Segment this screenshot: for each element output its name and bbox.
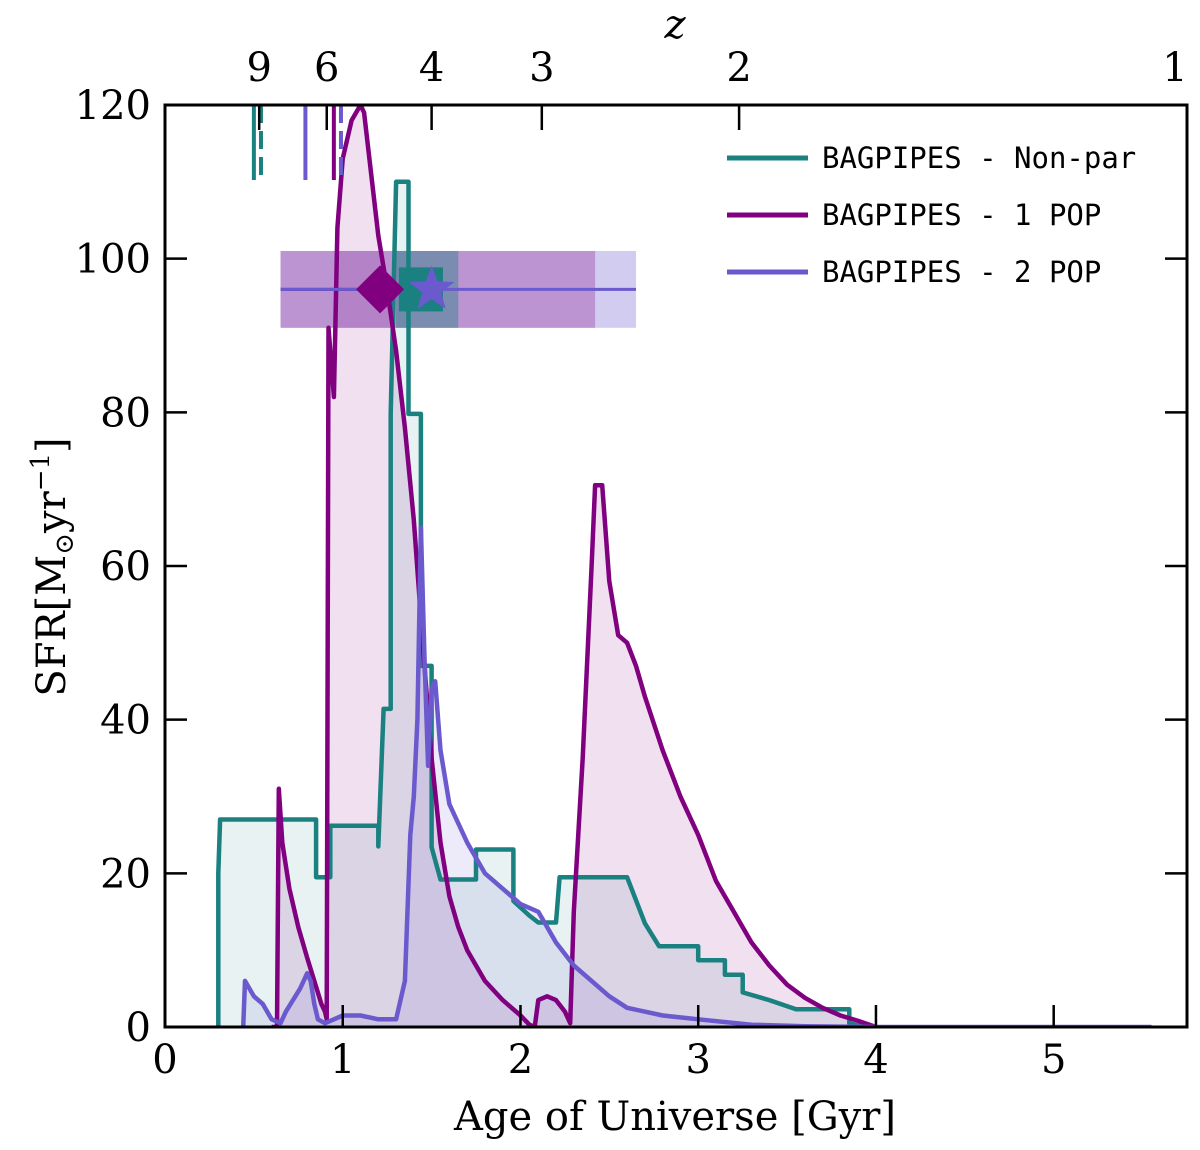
line-pop2 <box>240 525 1152 1027</box>
fill-nonpar <box>218 181 876 1027</box>
svg-text:SFR[M⊙yr−1]: SFR[M⊙yr−1] <box>26 437 80 696</box>
legend-label-nonpar: BAGPIPES - Non-par <box>822 141 1136 175</box>
y-tick-label-2: 40 <box>100 698 151 744</box>
y-axis-title-main: SFR <box>29 609 75 696</box>
x-tick-label-4: 4 <box>863 1037 888 1083</box>
y-axis-title-sun: ⊙ <box>50 533 80 555</box>
legend-label-pop1: BAGPIPES - 1 POP <box>822 198 1101 232</box>
top-tick-label-3: 3 <box>529 45 554 91</box>
marker-pop2-star <box>408 265 455 309</box>
y-axis-title: SFR[M⊙yr−1] <box>26 437 80 696</box>
y-tick-label-4: 80 <box>100 390 151 436</box>
y-tick-label-1: 20 <box>100 851 151 897</box>
x-axis-title: Age of Universe [Gyr] <box>453 1094 896 1140</box>
legend-label-pop2: BAGPIPES - 2 POP <box>822 255 1101 289</box>
series-fills <box>218 105 1152 1027</box>
x-tick-label-1: 1 <box>330 1037 355 1083</box>
y-tick-label-0: 0 <box>126 1005 151 1051</box>
axes: 0 1 2 3 4 5 0 20 40 60 80 100 120 9 6 4 3 2 1 <box>75 45 1189 1083</box>
summary-markers <box>251 105 637 314</box>
top-tick-label-2: 4 <box>419 45 444 91</box>
y-axis-title-exp: −1 <box>26 453 56 491</box>
y-tick-label-5: 100 <box>75 237 151 283</box>
marker-pop1-diamond <box>356 265 405 314</box>
series-lines <box>216 105 1152 1027</box>
y-axis-title-open: [M <box>29 555 75 612</box>
x-tick-label-0: 0 <box>152 1037 177 1083</box>
fill-pop2 <box>243 527 1152 1027</box>
fill-pop1 <box>271 105 877 1027</box>
x-tick-label-5: 5 <box>1041 1037 1066 1083</box>
x-tick-label-2: 2 <box>508 1037 533 1083</box>
y-tick-label-6: 120 <box>75 83 151 129</box>
top-tick-label-4: 2 <box>726 45 751 91</box>
y-axis-title-yr: yr <box>29 490 75 534</box>
top-tick-label-1: 6 <box>314 45 339 91</box>
legend: BAGPIPES - Non-par BAGPIPES - 1 POP BAGPIP… <box>727 141 1136 289</box>
x-tick-label-3: 3 <box>685 1037 710 1083</box>
line-nonpar <box>216 179 877 1027</box>
line-pop1 <box>271 105 877 1027</box>
top-axis-title: z <box>663 2 686 48</box>
top-tick-label-5: 1 <box>1162 45 1187 91</box>
y-axis-title-close: ] <box>29 437 75 453</box>
y-tick-label-3: 60 <box>100 544 151 590</box>
top-tick-label-0: 9 <box>246 45 271 91</box>
